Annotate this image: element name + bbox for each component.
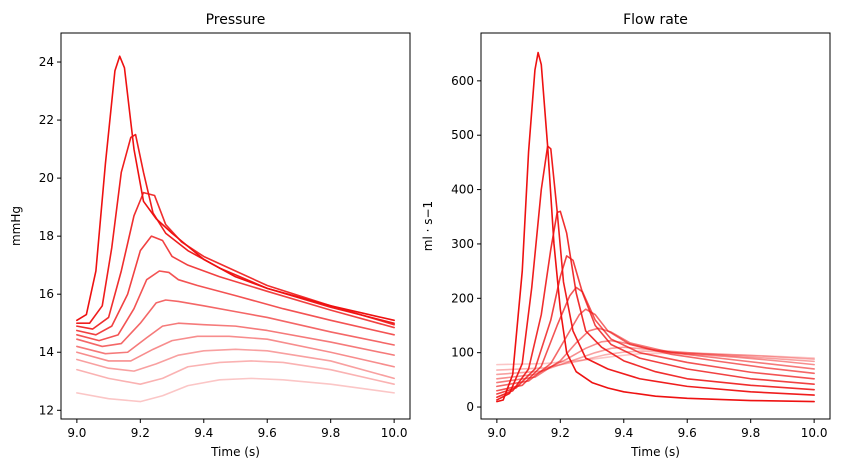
flow-rate-x-tick-label: 9.0	[487, 426, 506, 440]
flow-rate-y-tick-label: 500	[451, 128, 474, 142]
flow-rate-x-tick-label: 10.0	[801, 426, 828, 440]
pressure-x-tick-label: 9.8	[321, 426, 340, 440]
flow-rate-y-tick-label: 400	[451, 183, 474, 197]
pressure-y-tick-label: 16	[39, 287, 54, 301]
pressure-y-tick-label: 24	[39, 55, 54, 69]
pressure-series-11	[76, 377, 395, 403]
pressure-x-axis-label: Time (s)	[210, 445, 260, 459]
flow-rate-chart-title: Flow rate	[623, 12, 688, 28]
flow-rate-x-tick-label: 9.6	[678, 426, 697, 440]
flow-rate-y-axis-label: ml · s−1	[421, 201, 435, 251]
flow-rate-axes-frame	[480, 32, 831, 420]
pressure-x-tick-label: 9.0	[67, 426, 86, 440]
flow-rate-x-tick-label: 9.2	[551, 426, 570, 440]
flow-rate-y-tick-label: 300	[451, 237, 474, 251]
flow-rate-series-8	[496, 339, 815, 380]
flow-rate-series-4	[496, 255, 815, 395]
pressure-series-1	[76, 55, 395, 322]
pressure-x-tick-label: 9.6	[258, 426, 277, 440]
pressure-y-tick-label: 14	[39, 345, 54, 359]
flow-rate-series-2	[496, 145, 815, 401]
flow-rate-series-11	[496, 352, 815, 366]
flow-rate-series-7	[496, 327, 815, 384]
pressure-chart: 9.0 9.2 9.4 9.6 9.8 10.0 12 14 16 18 20 22 24 Pressur…	[9, 12, 411, 459]
pressure-y-tick-label: 18	[39, 229, 54, 243]
flow-rate-series-3	[496, 210, 815, 399]
pressure-series-4	[76, 235, 395, 336]
pressure-y-axis-label: mmHg	[9, 206, 23, 246]
flow-rate-y-tick-label: 100	[451, 346, 474, 360]
pressure-series-3	[76, 191, 395, 330]
flow-rate-y-tick-label: 0	[466, 400, 474, 414]
flow-rate-chart: 9.0 9.2 9.4 9.6 9.8 10.0 0 100 200 300 400 500 600 Fl…	[421, 12, 831, 459]
flow-rate-x-axis-label: Time (s)	[630, 445, 680, 459]
pressure-y-tick-label: 20	[39, 171, 54, 185]
pressure-series-6	[76, 299, 395, 348]
flow-rate-y-tick-label: 200	[451, 291, 474, 305]
pressure-series-5	[76, 270, 395, 342]
pressure-series-10	[76, 360, 395, 385]
pressure-series-2	[76, 133, 395, 325]
flow-rate-series-6	[496, 308, 815, 388]
flow-rate-y-tick-label: 600	[451, 74, 474, 88]
pressure-y-tick-label: 12	[39, 403, 54, 417]
flow-rate-series-10	[496, 350, 815, 371]
pressure-x-tick-label: 9.2	[131, 426, 150, 440]
flow-rate-x-tick-label: 9.8	[741, 426, 760, 440]
pressure-axes-frame	[60, 32, 411, 420]
pressure-x-tick-label: 9.4	[194, 426, 213, 440]
pressure-series-8	[76, 335, 395, 368]
pressure-chart-title: Pressure	[206, 12, 266, 28]
flow-rate-series-1	[496, 51, 815, 403]
flow-rate-x-tick-label: 9.4	[614, 426, 633, 440]
pressure-series-9	[76, 348, 395, 380]
pressure-x-tick-label: 10.0	[381, 426, 408, 440]
pressure-y-tick-label: 22	[39, 113, 54, 127]
pressure-series-7	[76, 322, 395, 356]
